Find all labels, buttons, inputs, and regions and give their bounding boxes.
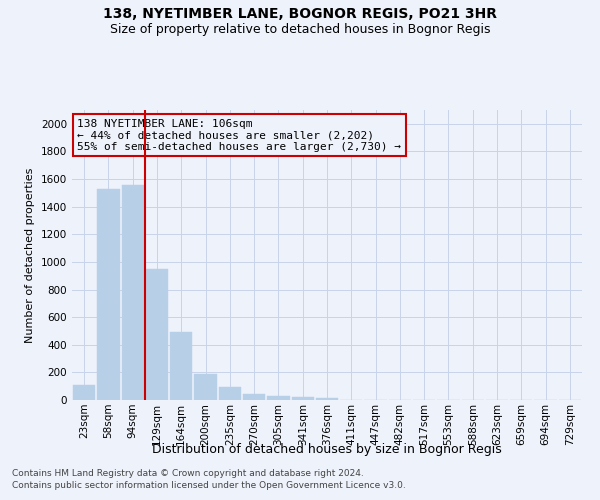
Bar [243,394,265,400]
Y-axis label: Number of detached properties: Number of detached properties [25,168,35,342]
Bar [146,269,168,400]
Bar [122,184,144,400]
Text: 138 NYETIMBER LANE: 106sqm
← 44% of detached houses are smaller (2,202)
55% of s: 138 NYETIMBER LANE: 106sqm ← 44% of deta… [77,118,401,152]
Bar [194,374,217,400]
Text: Distribution of detached houses by size in Bognor Regis: Distribution of detached houses by size … [152,442,502,456]
Text: Contains HM Land Registry data © Crown copyright and database right 2024.: Contains HM Land Registry data © Crown c… [12,468,364,477]
Bar [73,385,95,400]
Text: Contains public sector information licensed under the Open Government Licence v3: Contains public sector information licen… [12,481,406,490]
Text: Size of property relative to detached houses in Bognor Regis: Size of property relative to detached ho… [110,22,490,36]
Bar [316,398,338,400]
Text: 138, NYETIMBER LANE, BOGNOR REGIS, PO21 3HR: 138, NYETIMBER LANE, BOGNOR REGIS, PO21 … [103,8,497,22]
Bar [218,387,241,400]
Bar [97,188,119,400]
Bar [170,332,193,400]
Bar [292,397,314,400]
Bar [267,396,290,400]
